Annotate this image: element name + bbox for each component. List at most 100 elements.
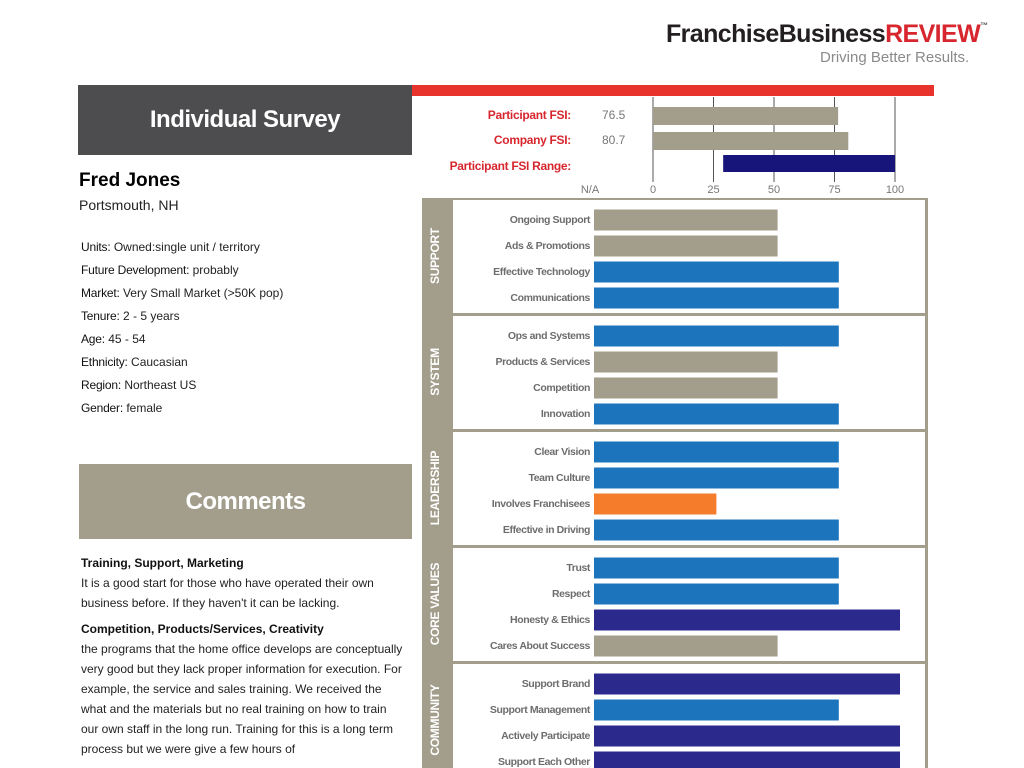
item-label: Effective Technology: [493, 266, 590, 278]
attribute-label: Market:: [81, 286, 120, 300]
item-label: Competition: [533, 382, 590, 394]
score-bar: [594, 557, 839, 579]
item-label: Respect: [552, 588, 591, 600]
score-bar: [594, 351, 778, 373]
attribute-label: Tenure:: [81, 309, 120, 323]
item-label: Support Management: [490, 704, 591, 716]
attribute-label: Ethnicity:: [81, 355, 128, 369]
accent-bar: [412, 85, 934, 96]
comment-text: the programs that the home office develo…: [81, 642, 403, 756]
attribute-label: Age:: [81, 332, 105, 346]
x-tick-label: 0: [650, 184, 656, 196]
group-title: CORE VALUES: [428, 562, 442, 645]
attribute-value: Very Small Market (>50K pop): [122, 286, 284, 300]
item-label: Team Culture: [528, 472, 590, 484]
item-label: Honesty & Ethics: [510, 614, 591, 626]
fsi-label: Company FSI:: [494, 133, 571, 147]
item-label: Clear Vision: [534, 446, 590, 458]
brand-accent: REVIEW: [885, 20, 981, 48]
score-bar: [594, 261, 839, 283]
score-bar: [594, 377, 778, 399]
attribute-list: Units: Owned:single unit / territory Futu…: [81, 238, 401, 422]
score-bar: [594, 467, 839, 489]
fsi-value: 76.5: [602, 108, 626, 122]
score-bar: [594, 287, 839, 309]
participant-name: Fred Jones: [79, 170, 181, 191]
attribute-value: Northeast US: [124, 378, 197, 392]
item-label: Ongoing Support: [510, 214, 591, 226]
attribute: Region: Northeast US: [81, 376, 401, 399]
attribute: Ethnicity: Caucasian: [81, 353, 401, 376]
fsi-value: 80.7: [602, 133, 626, 147]
attribute: Age: 45 - 54: [81, 330, 401, 353]
item-label: Products & Services: [495, 356, 590, 368]
comment-text: It is a good start for those who have op…: [81, 576, 374, 610]
score-bar: [594, 725, 900, 747]
survey-title: Individual Survey: [78, 85, 412, 155]
score-bar: [594, 635, 778, 657]
attribute-value: 45 - 54: [108, 332, 146, 346]
attribute: Market: Very Small Market (>50K pop): [81, 284, 401, 307]
score-bar: [594, 235, 778, 257]
score-bar: [594, 325, 839, 347]
group-title: COMMUNITY: [428, 684, 442, 756]
item-label: Actively Participate: [501, 730, 590, 742]
attribute-value: Owned:single unit / territory: [113, 240, 260, 254]
comment-heading: Training, Support, Marketing: [81, 556, 244, 570]
group-title: SUPPORT: [428, 227, 442, 284]
fsi-range-bar: [723, 155, 895, 172]
attribute-label: Gender:: [81, 401, 123, 415]
attribute: Tenure: 2 - 5 years: [81, 307, 401, 330]
x-tick-label: 75: [828, 184, 840, 196]
item-label: Ads & Promotions: [505, 240, 591, 252]
item-label: Support Each Other: [498, 756, 590, 768]
score-bar: [594, 441, 839, 463]
brand: FranchiseBusiness: [666, 20, 886, 48]
attribute-value: 2 - 5 years: [122, 309, 180, 323]
tagline: Driving Better Results.: [820, 49, 970, 66]
na-label: N/A: [581, 184, 600, 196]
attribute-label: Future Development:: [81, 263, 190, 277]
attribute: Future Development: probably: [81, 261, 401, 284]
item-label: Innovation: [541, 408, 590, 420]
item-label: Communications: [510, 292, 590, 304]
item-label: Support Brand: [522, 678, 590, 690]
score-bar: [594, 673, 900, 695]
score-bar: [594, 583, 839, 605]
item-label: Effective in Driving: [503, 524, 590, 536]
group-title: SYSTEM: [428, 348, 442, 396]
fsi-bar: [653, 132, 849, 150]
fsi-bar: [653, 107, 839, 125]
item-label: Trust: [566, 562, 591, 574]
score-bar: [594, 751, 900, 768]
score-bar: [594, 493, 717, 515]
trademark: ™: [980, 21, 988, 30]
item-label: Ops and Systems: [508, 330, 591, 342]
attribute-value: probably: [192, 263, 239, 277]
attribute-value: Caucasian: [131, 355, 188, 369]
attribute: Units: Owned:single unit / territory: [81, 238, 401, 261]
x-tick-label: 100: [886, 184, 904, 196]
attribute-value: female: [126, 401, 163, 415]
attribute: Gender: female: [81, 399, 401, 422]
score-bar: [594, 609, 900, 631]
score-bar: [594, 519, 839, 541]
brand-logo: FranchiseBusinessREVIEW™: [666, 20, 988, 49]
comment-heading: Competition, Products/Services, Creativi…: [81, 622, 324, 636]
score-bar: [594, 699, 839, 721]
fsi-label: Participant FSI Range:: [450, 159, 571, 173]
score-bar: [594, 209, 778, 231]
fsi-label: Participant FSI:: [488, 108, 571, 122]
score-bar: [594, 403, 839, 425]
attribute-label: Region:: [81, 378, 121, 392]
participant-location: Portsmouth, NH: [79, 197, 179, 213]
x-tick-label: 25: [707, 184, 719, 196]
x-tick-label: 50: [768, 184, 780, 196]
comments-title: Comments: [79, 464, 412, 539]
group-title: LEADERSHIP: [428, 451, 442, 526]
comment-list: Training, Support, Marketing It is a good…: [81, 553, 406, 765]
attribute-label: Units:: [81, 240, 111, 254]
item-label: Involves Franchisees: [492, 498, 591, 510]
